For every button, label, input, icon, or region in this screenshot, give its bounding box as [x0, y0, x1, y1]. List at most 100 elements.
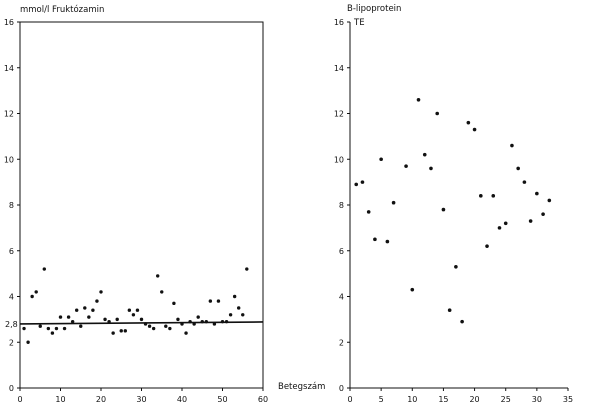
data-point — [184, 331, 188, 335]
data-point — [50, 331, 55, 335]
x-tick-label: 0 — [347, 395, 352, 404]
y-tick-label: 0 — [339, 384, 344, 393]
x-tick-label: 20 — [469, 395, 479, 404]
data-point — [479, 194, 483, 198]
data-point — [366, 210, 371, 214]
data-point — [503, 221, 508, 226]
data-point — [485, 244, 489, 248]
right-x-axis-ticks: 0 5 10 15 20 25 30 35 — [347, 388, 573, 404]
right-chart-unit: TE — [353, 18, 365, 28]
x-tick-label: 15 — [438, 395, 448, 404]
data-point — [491, 194, 496, 198]
data-point — [220, 319, 225, 324]
x-tick-label: 10 — [407, 395, 417, 404]
data-point — [180, 322, 184, 326]
data-point — [435, 111, 440, 116]
data-point — [385, 239, 390, 244]
data-point — [143, 322, 148, 326]
data-point — [522, 180, 527, 184]
y-tick-label: 4 — [9, 293, 14, 302]
data-point — [416, 97, 421, 102]
data-point — [91, 308, 95, 312]
x-tick-label: 10 — [55, 395, 65, 404]
left-y-axis-ticks: 0 2 4 6 8 10 12 14 16 — [4, 18, 20, 393]
data-point — [99, 290, 103, 294]
data-point — [204, 319, 208, 324]
data-point — [472, 127, 477, 132]
data-point — [466, 120, 471, 125]
fructosamine-chart: mmol/l Fruktózamin 0 2 4 6 8 10 12 14 16 0 10 20 30… — [4, 4, 326, 404]
x-tick-label: 40 — [177, 395, 187, 404]
data-point — [83, 306, 87, 310]
data-point — [66, 315, 71, 319]
left-x-axis-ticks: 0 10 20 30 40 50 60 — [17, 388, 268, 404]
y-tick-label: 12 — [4, 110, 14, 119]
data-point — [131, 313, 136, 317]
data-point — [447, 308, 452, 313]
y-tick-label: 0 — [9, 384, 14, 393]
data-point — [192, 322, 196, 326]
data-point — [541, 212, 545, 216]
right-y-axis-ticks: 0 2 4 6 8 10 12 14 16 — [334, 18, 350, 393]
data-point — [535, 191, 539, 196]
data-point — [510, 143, 514, 148]
data-point — [410, 287, 415, 292]
y-tick-label: 8 — [339, 201, 344, 210]
x-tick-label: 30 — [136, 395, 146, 404]
data-point — [42, 267, 46, 271]
y-tick-label: 14 — [334, 64, 344, 73]
data-point — [123, 329, 128, 333]
x-tick-label: 60 — [258, 395, 268, 404]
data-point — [38, 324, 42, 328]
data-point — [54, 326, 59, 331]
x-tick-label: 30 — [532, 395, 542, 404]
y-tick-label: 16 — [334, 18, 344, 27]
data-point — [360, 180, 365, 184]
data-point — [147, 324, 152, 328]
data-point — [516, 166, 520, 171]
data-point — [232, 294, 237, 299]
data-point — [127, 308, 132, 312]
y-tick-label: 10 — [334, 155, 344, 164]
data-point — [379, 157, 383, 162]
data-point — [460, 319, 464, 324]
x-tick-label: 35 — [563, 395, 573, 404]
left-x-axis-label: Betegszám — [278, 382, 325, 392]
data-point — [26, 340, 30, 344]
data-point — [200, 319, 204, 324]
data-point — [224, 319, 229, 324]
data-point — [176, 317, 180, 322]
data-point — [422, 152, 427, 157]
data-point — [245, 267, 249, 271]
x-tick-label: 5 — [379, 395, 384, 404]
data-point — [107, 319, 111, 324]
data-point — [139, 317, 144, 322]
data-point — [79, 324, 83, 328]
data-point — [528, 219, 533, 223]
x-tick-label: 50 — [217, 395, 227, 404]
data-point — [135, 308, 140, 312]
data-point — [241, 313, 245, 317]
x-tick-label: 25 — [501, 395, 511, 404]
y-tick-label: 4 — [339, 293, 344, 302]
data-point — [196, 315, 200, 319]
y-tick-label: 16 — [4, 18, 14, 27]
x-tick-label: 20 — [96, 395, 106, 404]
y-tick-label: 6 — [9, 247, 14, 256]
right-data-points — [354, 97, 552, 324]
data-point — [216, 299, 221, 303]
data-point — [164, 324, 168, 328]
reference-line-label: 2,8 — [5, 320, 18, 329]
data-point — [429, 166, 433, 171]
data-point — [95, 299, 99, 303]
data-point — [228, 313, 233, 317]
data-point — [151, 326, 156, 331]
y-tick-label: 8 — [9, 201, 14, 210]
y-tick-label: 14 — [4, 64, 14, 73]
left-chart-title: mmol/l Fruktózamin — [20, 4, 104, 15]
data-point — [208, 299, 213, 303]
y-tick-label: 2 — [339, 338, 344, 347]
data-point — [34, 290, 38, 294]
data-point — [373, 237, 377, 242]
